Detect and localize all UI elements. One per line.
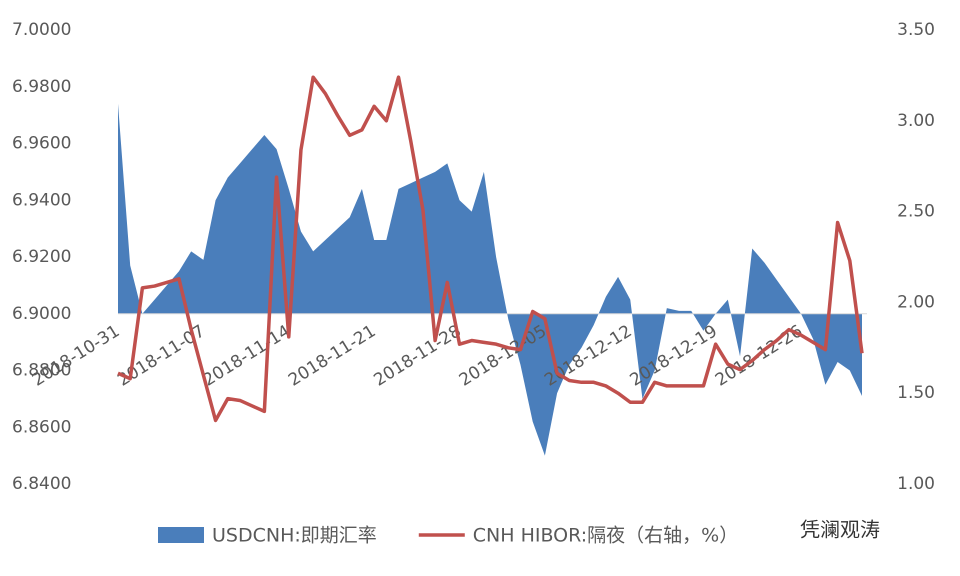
y-tick-label: 6.9400 <box>12 190 71 210</box>
legend-label: USDCNH:即期汇率 <box>212 525 377 547</box>
y-tick-label: 6.8400 <box>12 474 71 494</box>
line <box>117 75 864 423</box>
y2-tick-label: 3.50 <box>897 20 935 40</box>
x-tick-label: 2018-11-07 <box>114 321 208 390</box>
legend-swatch <box>158 527 204 543</box>
y-tick-label: 6.9800 <box>12 77 71 97</box>
y-tick-label: 6.8800 <box>12 361 71 381</box>
y2-tick-label: 2.00 <box>897 292 935 312</box>
y-tick-label: 6.9600 <box>12 134 71 154</box>
legend-label: CNH HIBOR:隔夜（右轴，%） <box>473 525 738 547</box>
y2-tick-label: 1.00 <box>897 474 935 494</box>
y2-tick-label: 1.50 <box>897 383 935 403</box>
watermark: 凭澜观涛 <box>800 518 880 542</box>
y-tick-label: 6.9000 <box>12 304 71 324</box>
y-tick-label: 7.0000 <box>12 20 71 40</box>
x-tick-label: 2018-10-31 <box>29 321 123 390</box>
x-tick-label: 2018-11-14 <box>200 321 294 390</box>
y-tick-label: 6.9200 <box>12 247 71 267</box>
y2-tick-label: 2.50 <box>897 202 935 222</box>
y-tick-label: 6.8600 <box>12 417 71 437</box>
x-tick-label: 2018-11-21 <box>285 321 379 390</box>
y2-tick-label: 3.00 <box>897 111 935 131</box>
area <box>118 103 862 456</box>
x-tick-label: 2018-11-28 <box>370 321 464 390</box>
